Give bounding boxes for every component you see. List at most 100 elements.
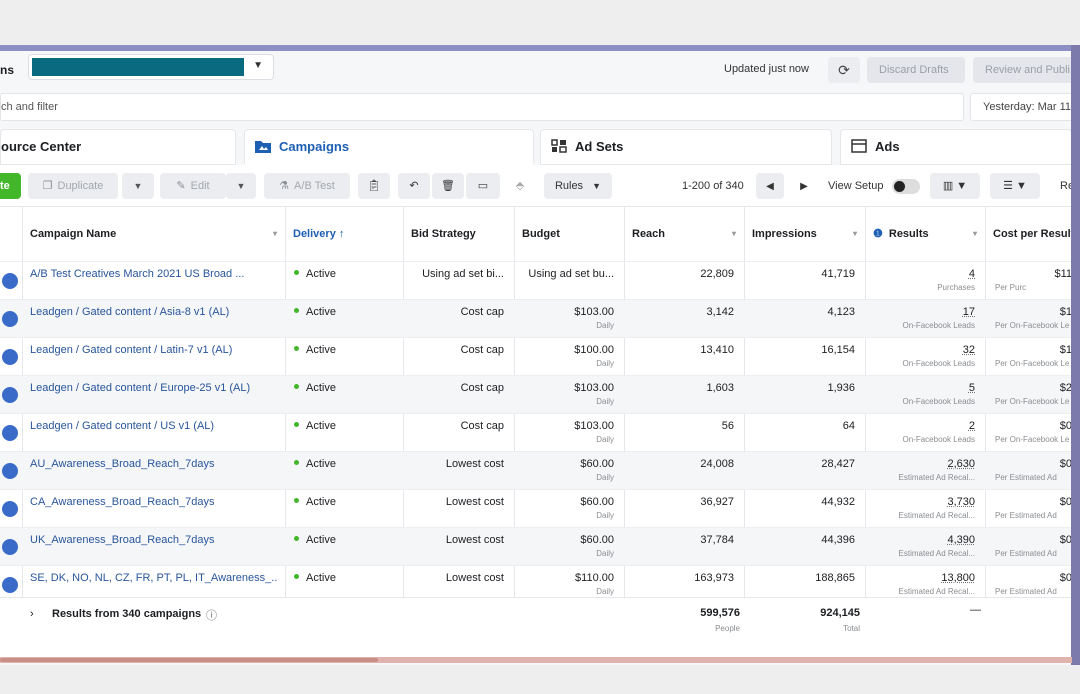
tab-campaigns[interactable]: Campaigns	[244, 129, 534, 165]
budget-period: Daily	[596, 397, 614, 406]
campaign-name-link[interactable]: SE, DK, NO, NL, CZ, FR, PT, PL, IT_Aware…	[30, 572, 278, 584]
column-header-results[interactable]: ❶ Results ▾	[865, 207, 985, 261]
table-row[interactable]: Leadgen / Gated content / US v1 (AL) Acti…	[0, 413, 1072, 451]
column-header-budget[interactable]: Budget	[514, 207, 624, 261]
results-value: 5	[968, 382, 975, 394]
chevron-left-icon: ◀	[766, 181, 774, 192]
tab-label: Ads	[875, 139, 900, 154]
totals-reach: 599,576	[700, 607, 740, 619]
pagination-text: 1-200 of 340	[682, 180, 744, 192]
column-header-delivery[interactable]: Delivery ↑	[285, 207, 403, 261]
table-row[interactable]: A/B Test Creatives March 2021 US Broad .…	[0, 261, 1072, 299]
reports-button[interactable]: Re	[1048, 173, 1072, 199]
campaign-name-link[interactable]: Leadgen / Gated content / US v1 (AL)	[30, 420, 215, 432]
header-label: Bid Strategy	[411, 228, 476, 240]
column-header-impressions[interactable]: Impressions ▾	[744, 207, 865, 261]
campaign-name-link[interactable]: UK_Awareness_Broad_Reach_7days	[30, 534, 215, 546]
tab-ads[interactable]: Ads	[840, 129, 1072, 165]
undo-icon: ↶	[409, 180, 419, 192]
table-row[interactable]: CA_Awareness_Broad_Reach_7days Active Lowe…	[0, 489, 1072, 527]
table-row[interactable]: Leadgen / Gated content / Asia-8 v1 (AL)…	[0, 299, 1072, 337]
campaign-name-link[interactable]: AU_Awareness_Broad_Reach_7days	[30, 458, 215, 470]
clipboard-button[interactable]: 📋︎	[358, 173, 390, 199]
table-row[interactable]: UK_Awareness_Broad_Reach_7days Active Lowe…	[0, 527, 1072, 565]
campaign-name-link[interactable]: Leadgen / Gated content / Europe-25 v1 (…	[30, 382, 251, 394]
duplicate-button[interactable]: ❐ Duplicate	[28, 173, 118, 199]
horizontal-scrollbar-thumb[interactable]	[0, 658, 378, 662]
next-page-button[interactable]: ▶	[790, 173, 818, 199]
breakdown-button[interactable]: ☰ ▼	[990, 173, 1040, 199]
table-row[interactable]: Leadgen / Gated content / Europe-25 v1 (…	[0, 375, 1072, 413]
rules-button[interactable]: Rules ▼	[544, 173, 612, 199]
results-value: 3,730	[947, 496, 975, 508]
account-selector[interactable]: ▼	[28, 54, 274, 80]
budget-period: Daily	[596, 549, 614, 558]
row-toggle[interactable]	[2, 273, 18, 289]
horizontal-scrollbar-track[interactable]	[0, 657, 1072, 663]
campaign-name-link[interactable]: A/B Test Creatives March 2021 US Broad .…	[30, 268, 245, 280]
header-label: Delivery ↑	[293, 228, 345, 240]
caret-down-icon: ▼	[592, 181, 602, 191]
preview-button[interactable]: ▭	[466, 173, 500, 199]
cost-per-result-value: $1	[1059, 306, 1072, 318]
table-row[interactable]: Leadgen / Gated content / Latin-7 v1 (AL…	[0, 337, 1072, 375]
sort-icon: ▾	[272, 229, 277, 238]
results-type: On-Facebook Leads	[902, 359, 976, 368]
row-toggle[interactable]	[2, 425, 18, 441]
campaign-name-link[interactable]: Leadgen / Gated content / Asia-8 v1 (AL)	[30, 306, 230, 318]
undo-button[interactable]: ↶	[398, 173, 430, 199]
column-header-bid-strategy[interactable]: Bid Strategy	[403, 207, 514, 261]
tag-button[interactable]: ⬘	[504, 173, 536, 199]
table-row[interactable]: AU_Awareness_Broad_Reach_7days Active Lowe…	[0, 451, 1072, 489]
campaign-name-link[interactable]: Leadgen / Gated content / Latin-7 v1 (AL…	[30, 344, 233, 356]
row-toggle[interactable]	[2, 349, 18, 365]
table-row[interactable]: SE, DK, NO, NL, CZ, FR, PT, PL, IT_Aware…	[0, 565, 1072, 603]
row-toggle[interactable]	[2, 463, 18, 479]
reach-value: 24,008	[700, 458, 734, 470]
edit-button[interactable]: ✎ Edit	[160, 173, 226, 199]
row-toggle[interactable]	[2, 311, 18, 327]
edit-dropdown[interactable]: ▼	[226, 173, 256, 199]
duplicate-icon: ❐	[42, 180, 53, 192]
columns-button[interactable]: ▥ ▼	[930, 173, 980, 199]
row-toggle[interactable]	[2, 539, 18, 555]
ab-test-button[interactable]: ⚗ A/B Test	[264, 173, 350, 199]
row-toggle[interactable]	[2, 501, 18, 517]
results-type: Purchases	[937, 283, 975, 292]
results-value: 2	[968, 420, 975, 432]
date-range-picker[interactable]: Yesterday: Mar 11	[970, 93, 1080, 121]
budget: $60.00	[580, 496, 614, 508]
header-label: Results	[888, 228, 929, 240]
refresh-button[interactable]: ⟳	[828, 57, 860, 83]
budget-period: Daily	[596, 511, 614, 520]
row-toggle[interactable]	[2, 387, 18, 403]
discard-drafts-button[interactable]: Discard Drafts	[867, 57, 965, 83]
tab-ad-sets[interactable]: Ad Sets	[540, 129, 832, 165]
expand-chevron-icon[interactable]: ›	[30, 608, 34, 620]
review-publish-button[interactable]: Review and Publi	[973, 57, 1073, 83]
row-toggle[interactable]	[2, 577, 18, 593]
duplicate-dropdown[interactable]: ▼	[122, 173, 154, 199]
tab-account-overview[interactable]: ource Center	[0, 129, 236, 165]
create-button[interactable]: te	[0, 173, 21, 199]
status-dot	[294, 384, 299, 389]
budget: Using ad set bu...	[528, 268, 614, 280]
budget-period: Daily	[596, 473, 614, 482]
status-dot	[294, 270, 299, 275]
column-divider	[514, 207, 515, 653]
preview-icon: ▭	[477, 180, 489, 192]
trash-icon: 🗑︎	[441, 180, 455, 192]
search-input[interactable]: ch and filter	[0, 93, 964, 121]
reach-value: 13,410	[700, 344, 734, 356]
prev-page-button[interactable]: ◀	[756, 173, 784, 199]
column-header-campaign-name[interactable]: Campaign Name ▾	[22, 207, 285, 261]
delivery-status: Active	[294, 381, 398, 419]
info-icon: ❶	[873, 228, 883, 240]
delivery-label: Active	[306, 268, 336, 280]
view-setup-toggle[interactable]	[892, 179, 920, 194]
campaign-name-link[interactable]: CA_Awareness_Broad_Reach_7days	[30, 496, 215, 508]
cost-per-result-type: Per On-Facebook Le	[995, 435, 1070, 444]
column-header-reach[interactable]: Reach ▾	[624, 207, 744, 261]
column-header-cost-per-result[interactable]: Cost per Result	[985, 207, 1072, 261]
delete-button[interactable]: 🗑︎	[432, 173, 464, 199]
